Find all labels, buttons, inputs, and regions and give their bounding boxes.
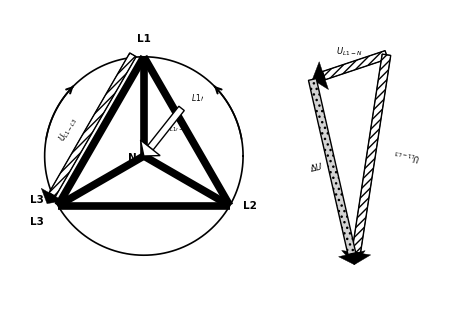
Text: $\Delta U$: $\Delta U$	[308, 160, 324, 174]
Polygon shape	[141, 140, 160, 156]
Text: $U_{L1\prime-N}$: $U_{L1\prime-N}$	[164, 121, 189, 134]
Text: $L1\prime$: $L1\prime$	[192, 92, 205, 104]
Text: L3: L3	[30, 195, 44, 205]
Text: $U_{L1-L3}$: $U_{L1-L3}$	[56, 115, 80, 144]
Polygon shape	[352, 54, 391, 253]
Text: L2: L2	[243, 201, 257, 211]
Polygon shape	[148, 106, 184, 150]
Text: L1: L1	[137, 34, 151, 44]
Text: N: N	[128, 153, 136, 163]
Polygon shape	[41, 188, 63, 204]
Polygon shape	[342, 251, 371, 265]
Text: $U_{L1-L3}$: $U_{L1-L3}$	[393, 147, 421, 163]
Text: L3: L3	[30, 217, 44, 227]
Text: $U_{L1-N}$: $U_{L1-N}$	[336, 46, 363, 58]
Polygon shape	[308, 79, 356, 255]
Polygon shape	[49, 53, 136, 197]
Polygon shape	[338, 251, 365, 265]
Polygon shape	[323, 51, 388, 80]
Polygon shape	[313, 62, 328, 90]
